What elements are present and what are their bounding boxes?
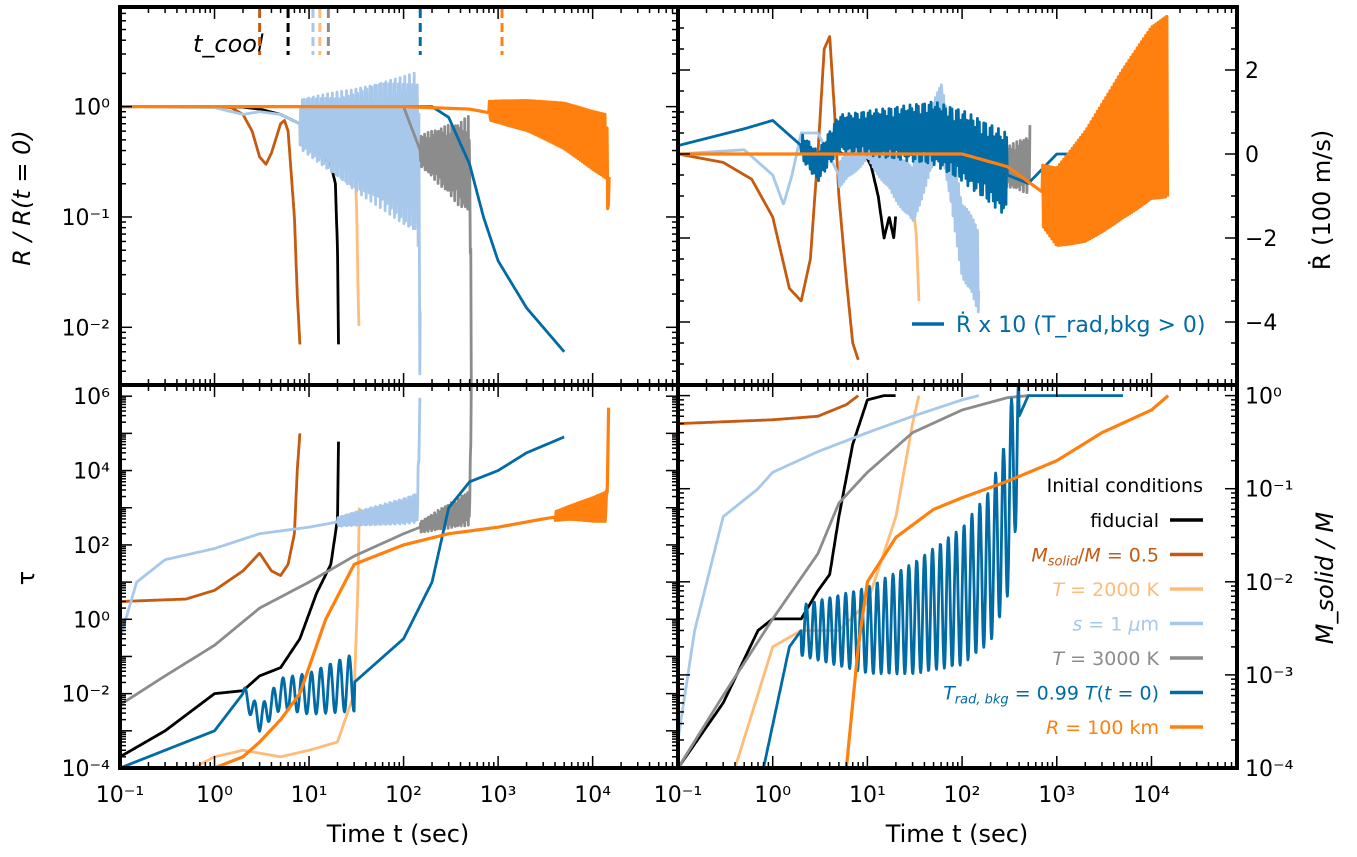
panel-bottom-right <box>678 385 1170 768</box>
series-s-1-m <box>678 394 980 741</box>
legend-title: Initial conditions <box>1047 475 1203 497</box>
legend-label-m-solid-m-0-5: Msolid/M = 0.5 <box>1031 545 1159 570</box>
series-fiducial <box>678 394 897 768</box>
x-tick-label: 10⁰ <box>196 783 233 808</box>
y-tick-label: 10⁻⁴ <box>1245 757 1294 782</box>
y-tick-label: 10⁻¹ <box>1245 478 1293 503</box>
series-m-solid-m-0-5 <box>678 394 860 426</box>
y-tick-label: 10⁻² <box>62 316 110 341</box>
ylabel-msolid: M_solid / M <box>1311 511 1339 644</box>
y-tick-label: 10⁰ <box>1245 385 1282 410</box>
legend-label-r-100-km: R = 100 km <box>1046 717 1159 739</box>
series-t-rad-bkg-0-99-t-t-0 <box>762 385 1124 768</box>
y-tick-label: −2 <box>1245 227 1277 252</box>
legend: fiducial Msolid/M = 0.5 T = 2000 K s = 1 μm… <box>943 510 1203 739</box>
axes-layer: R / R(t = 0) Ṙ (100 m/s) τ M_solid / M T… <box>8 5 1339 848</box>
series-r-100-km <box>120 98 611 211</box>
x-tick-label: 10³ <box>480 783 517 808</box>
plot-layer <box>120 14 1170 768</box>
x-tick-label: 10² <box>385 783 422 808</box>
y-tick-label: 10² <box>73 534 110 559</box>
legend-label-t-3000-k: T = 3000 K <box>1053 648 1160 670</box>
series-r-100-km <box>844 394 1170 768</box>
ylabel-rdot: Ṙ (100 m/s) <box>1307 130 1336 270</box>
panel-top-left <box>120 71 611 385</box>
series-r-100-km <box>120 407 611 768</box>
y-tick-label: 10⁻² <box>1245 571 1293 596</box>
xlabel-right: Time t (sec) <box>885 820 1029 848</box>
y-tick-label: 10⁰ <box>73 608 110 633</box>
x-tick-label: 10² <box>944 783 981 808</box>
y-tick-label: 0 <box>1245 143 1259 168</box>
panel-bottom-left <box>120 385 611 768</box>
ylabel-tau: τ <box>12 571 40 585</box>
x-tick-label: 10¹ <box>291 783 328 808</box>
series-t-rad-bkg-0-99-t-t-0 <box>120 435 565 768</box>
y-tick-label: −4 <box>1245 311 1277 336</box>
series-s-1-m <box>120 71 422 376</box>
y-tick-label: 10⁻² <box>62 683 110 708</box>
xlabel-left: Time t (sec) <box>326 820 470 848</box>
panel-top-right <box>678 14 1170 361</box>
legend-label-t-rad-bkg-0-99-t-t-0: Trad, bkg = 0.99 T(t = 0) <box>943 683 1159 708</box>
x-tick-label: 10⁴ <box>574 783 611 808</box>
tcool-annotation: t_cool <box>193 30 264 58</box>
y-tick-label: 10⁻⁴ <box>62 757 111 782</box>
y-tick-label: 2 <box>1245 59 1259 84</box>
x-tick-label: 10⁻¹ <box>96 783 144 808</box>
rdot-legend-label: Ṙ x 10 (T_rad,bkg > 0) <box>956 312 1205 338</box>
x-tick-label: 10¹ <box>849 783 886 808</box>
legend-label-t-2000-k: T = 2000 K <box>1053 579 1160 601</box>
panel-frame <box>118 383 680 770</box>
x-tick-label: 10⁰ <box>754 783 791 808</box>
y-tick-label: 10⁶ <box>73 385 110 410</box>
y-tick-label: 10⁻¹ <box>62 206 110 231</box>
x-tick-label: 10³ <box>1038 783 1075 808</box>
legend-label-fiducial: fiducial <box>1090 510 1159 532</box>
x-tick-label: 10⁴ <box>1133 783 1170 808</box>
series-fiducial <box>120 441 340 758</box>
series-m-solid-m-0-5 <box>678 35 860 361</box>
series-t-rad-bkg-0-99-t-t-0 <box>678 100 1124 214</box>
series-m-solid-m-0-5 <box>120 433 302 603</box>
y-tick-label: 10⁴ <box>73 460 110 485</box>
series-t-3000-k <box>120 385 473 707</box>
ylabel-radius: R / R(t = 0) <box>8 130 36 265</box>
series-t-2000-k <box>192 507 361 768</box>
legend-label-s-1-m: s = 1 μm <box>1072 614 1159 636</box>
series-r-100-km <box>678 14 1170 247</box>
series-t-3000-k <box>678 394 1030 768</box>
y-tick-label: 10⁰ <box>73 96 110 121</box>
series-s-1-m <box>120 397 422 640</box>
y-tick-label: 10⁻³ <box>1245 664 1293 689</box>
series-m-solid-m-0-5 <box>120 105 302 345</box>
x-tick-label: 10⁻¹ <box>654 783 702 808</box>
